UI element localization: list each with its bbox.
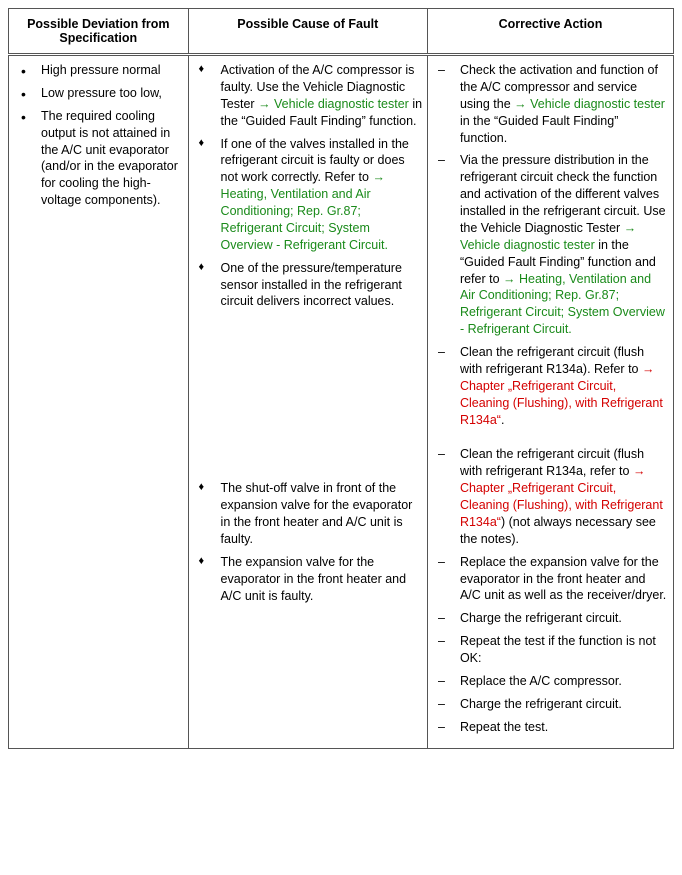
action-block-1: Check the activation and function of the…: [432, 62, 669, 428]
cause-block-1: Activation of the A/C compressor is faul…: [193, 62, 423, 310]
table-row: High pressure normal Low pressure too lo…: [9, 55, 674, 749]
link-green[interactable]: → Vehicle diagnostic tester: [514, 97, 665, 111]
text: The expansion valve for the evaporator i…: [221, 555, 407, 603]
text: Charge the refrigerant circuit.: [460, 611, 622, 625]
list-item: Charge the refrigerant circuit.: [450, 610, 669, 627]
text: Replace the A/C compressor.: [460, 674, 622, 688]
cause-list-1: Activation of the A/C compressor is faul…: [193, 62, 423, 310]
col-header-deviation: Possible Deviation from Specification: [9, 9, 189, 55]
list-item: Check the activation and function of the…: [450, 62, 669, 146]
table-header-row: Possible Deviation from Specification Po…: [9, 9, 674, 55]
link-green[interactable]: → Vehicle diagnostic tester: [258, 97, 409, 111]
cell-cause: Activation of the A/C compressor is faul…: [188, 55, 427, 749]
troubleshooting-table: Possible Deviation from Specification Po…: [8, 8, 674, 749]
text: Repeat the test if the function is not O…: [460, 634, 656, 665]
text: Clean the refrigerant circuit (flush wit…: [460, 447, 644, 478]
action-block-2: Clean the refrigerant circuit (flush wit…: [432, 446, 669, 735]
cause-list-2: The shut-off valve in front of the expan…: [193, 480, 423, 604]
cell-deviation: High pressure normal Low pressure too lo…: [9, 55, 189, 749]
text: One of the pressure/temperature sensor i…: [221, 261, 402, 309]
text: Repeat the test.: [460, 720, 548, 734]
list-item: The shut-off valve in front of the expan…: [211, 480, 423, 548]
action-list-2: Clean the refrigerant circuit (flush wit…: [432, 446, 669, 735]
text: The shut-off valve in front of the expan…: [221, 481, 413, 546]
deviation-list: High pressure normal Low pressure too lo…: [13, 62, 184, 209]
list-item: The expansion valve for the evaporator i…: [211, 554, 423, 605]
list-item: Replace the expansion valve for the evap…: [450, 554, 669, 605]
list-item: Repeat the test if the function is not O…: [450, 633, 669, 667]
cell-action: Check the activation and function of the…: [427, 55, 673, 749]
text: Replace the expansion valve for the evap…: [460, 555, 666, 603]
list-item: Via the pressure distribution in the ref…: [450, 152, 669, 338]
col-header-cause: Possible Cause of Fault: [188, 9, 427, 55]
list-item: Charge the refrigerant circuit.: [450, 696, 669, 713]
list-item: One of the pressure/temperature sensor i…: [211, 260, 423, 311]
list-item: Clean the refrigerant circuit (flush wit…: [450, 446, 669, 547]
text: in the “Guided Fault Finding” function.: [460, 114, 618, 145]
list-item: Replace the A/C compressor.: [450, 673, 669, 690]
list-item: If one of the valves installed in the re…: [211, 136, 423, 254]
col-header-action: Corrective Action: [427, 9, 673, 55]
list-item: High pressure normal: [31, 62, 184, 79]
list-item: Clean the refrigerant circuit (flush wit…: [450, 344, 669, 428]
list-item: Repeat the test.: [450, 719, 669, 736]
cause-block-2: The shut-off valve in front of the expan…: [193, 480, 423, 604]
list-item: The required cooling output is not attai…: [31, 108, 184, 209]
action-list-1: Check the activation and function of the…: [432, 62, 669, 428]
text: Clean the refrigerant circuit (flush wit…: [460, 345, 644, 376]
list-item: Activation of the A/C compressor is faul…: [211, 62, 423, 130]
text: .: [501, 413, 504, 427]
text: Charge the refrigerant circuit.: [460, 697, 622, 711]
list-item: Low pressure too low,: [31, 85, 184, 102]
